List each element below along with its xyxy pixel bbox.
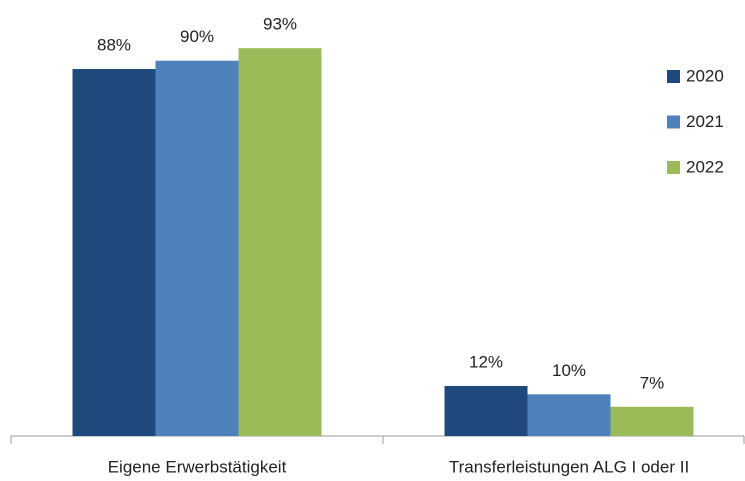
- bar: [238, 48, 322, 436]
- legend-swatch: [667, 115, 680, 129]
- bar: [610, 406, 694, 436]
- data-label: 10%: [552, 361, 586, 380]
- bar: [155, 60, 239, 436]
- legend-label: 2021: [686, 112, 724, 131]
- bar: [527, 394, 611, 436]
- data-label: 93%: [263, 15, 297, 34]
- data-label: 7%: [640, 373, 665, 392]
- x-tick-label: Transferleistungen ALG I oder II: [449, 457, 689, 476]
- data-label: 88%: [97, 36, 131, 55]
- data-label: 90%: [180, 27, 214, 46]
- legend-label: 2022: [686, 157, 724, 176]
- legend-swatch: [667, 161, 680, 174]
- legend-swatch: [667, 70, 680, 83]
- bar: [72, 69, 156, 436]
- data-label: 12%: [469, 352, 503, 371]
- bar: [444, 385, 528, 436]
- x-tick-label: Eigene Erwerbstätigkeit: [108, 457, 287, 476]
- legend-label: 2020: [686, 66, 724, 85]
